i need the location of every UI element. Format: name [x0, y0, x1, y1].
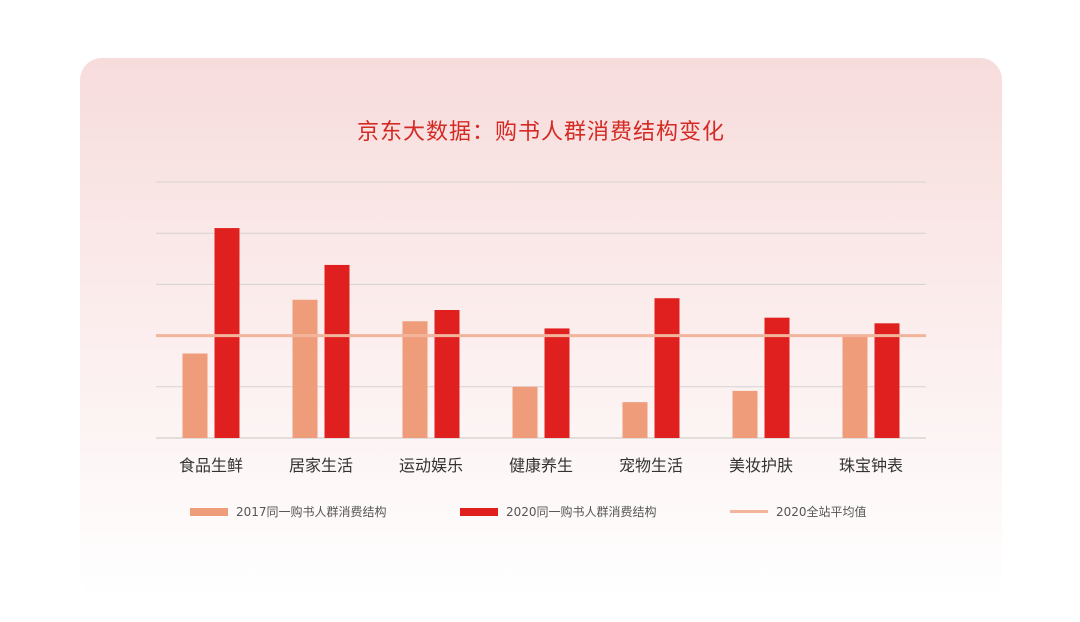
bar-2017-4	[622, 402, 648, 438]
x-tick-label: 居家生活	[289, 456, 353, 475]
bar-2020-6	[874, 323, 900, 438]
legend-swatch-2017	[190, 507, 228, 516]
bar-2020-2	[434, 310, 460, 438]
bar-2017-3	[512, 386, 538, 438]
bar-2020-5	[764, 317, 790, 438]
legend-swatch-average	[730, 510, 768, 513]
bar-2017-6	[842, 336, 868, 438]
bar-2020-3	[544, 328, 570, 438]
x-axis-labels: 食品生鲜 居家生活 运动娱乐 健康养生 宠物生活 美妆护肤 珠宝钟表	[179, 456, 903, 475]
legend-label-average: 2020全站平均值	[776, 505, 867, 519]
chart-title: 京东大数据：购书人群消费结构变化	[356, 120, 725, 145]
bar-2017-2	[402, 321, 428, 438]
legend-label-2017: 2017同一购书人群消费结构	[236, 505, 387, 519]
x-tick-label: 运动娱乐	[399, 456, 463, 475]
x-tick-label: 食品生鲜	[179, 456, 243, 475]
bar-chart: 食品生鲜 居家生活 运动娱乐 健康养生 宠物生活 美妆护肤 珠宝钟表	[156, 181, 926, 475]
bars	[182, 228, 900, 438]
gridlines	[156, 181, 926, 439]
bar-2017-1	[292, 299, 318, 438]
bar-2017-0	[182, 353, 208, 438]
bar-2020-1	[324, 264, 350, 438]
bar-2020-0	[214, 228, 240, 438]
x-tick-label: 健康养生	[509, 456, 573, 475]
legend-item-2020: 2020同一购书人群消费结构	[460, 503, 657, 520]
legend: 2017同一购书人群消费结构 2020同一购书人群消费结构 2020全站平均值	[80, 503, 1002, 523]
x-tick-label: 珠宝钟表	[839, 456, 903, 475]
x-tick-label: 美妆护肤	[729, 456, 793, 475]
legend-label-2020: 2020同一购书人群消费结构	[506, 505, 657, 519]
legend-item-2017: 2017同一购书人群消费结构	[190, 503, 387, 520]
legend-swatch-2020	[460, 507, 498, 516]
bar-2020-4	[654, 298, 680, 438]
chart-card: 京东大数据：购书人群消费结构变化 食品生鲜 居家生活 运动娱乐 健康养生 宠物生活 美妆护…	[80, 58, 1002, 598]
legend-item-average: 2020全站平均值	[730, 503, 867, 520]
bar-2017-5	[732, 390, 758, 438]
x-tick-label: 宠物生活	[619, 456, 683, 475]
